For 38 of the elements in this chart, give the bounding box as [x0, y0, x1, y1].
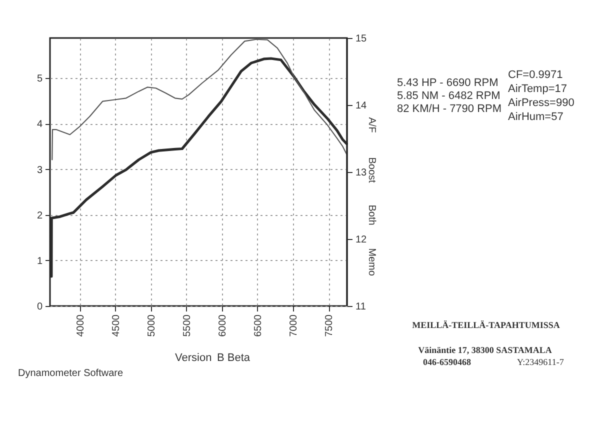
text: Boost	[366, 157, 377, 184]
y2-tick-label: 13	[356, 168, 368, 178]
x-tick-label: 6000	[217, 314, 228, 337]
text: MEILLÄ-TEILLÄ-TAPAHTUMISSA	[412, 320, 560, 330]
x-tick-label: 5500	[182, 314, 193, 337]
text: 046-6590468	[423, 357, 472, 367]
text: 5.85 NM - 6482 RPM	[397, 90, 500, 102]
text: Memo	[366, 248, 377, 276]
y2-tick-label: 12	[356, 234, 368, 246]
y2-tick-label: 15	[356, 34, 368, 44]
text: 82 KM/H - 7790 RPM	[397, 103, 502, 115]
y-tick-label: 4	[36, 119, 43, 130]
text: AirPress=990	[508, 97, 574, 109]
text: Dynamometer Software	[18, 368, 124, 379]
text: Y:2349611-7	[517, 357, 564, 367]
y-tick-label: 1	[36, 256, 43, 267]
x-tick-label: 7000	[288, 314, 300, 337]
y-tick-label: 2	[36, 210, 43, 222]
text: CF=0.9971	[508, 69, 563, 81]
y2-tick-label: 14	[356, 100, 368, 112]
text: AirHum=57	[508, 111, 564, 123]
y-tick-label: 5	[36, 74, 43, 85]
y2-tick-label: 11	[356, 302, 366, 312]
y-tick-label: 0	[36, 302, 43, 312]
text: Both	[366, 204, 377, 226]
text: B Beta	[217, 352, 251, 364]
text: Version	[175, 352, 212, 364]
x-tick-label: 4000	[75, 314, 86, 337]
x-tick-label: 5000	[146, 314, 158, 337]
y-tick-label: 3	[36, 164, 43, 176]
line-series	[52, 38, 348, 160]
x-tick-label: 7500	[324, 314, 336, 337]
text: Väinäntie 17, 38300 SASTAMALA	[418, 345, 552, 355]
text: 5.43 HP - 6690 RPM	[397, 77, 498, 89]
text: A/F	[366, 117, 377, 133]
x-tick-label: 4500	[110, 314, 122, 337]
x-tick-label: 6500	[252, 314, 264, 337]
text: AirTemp=17	[508, 83, 568, 95]
